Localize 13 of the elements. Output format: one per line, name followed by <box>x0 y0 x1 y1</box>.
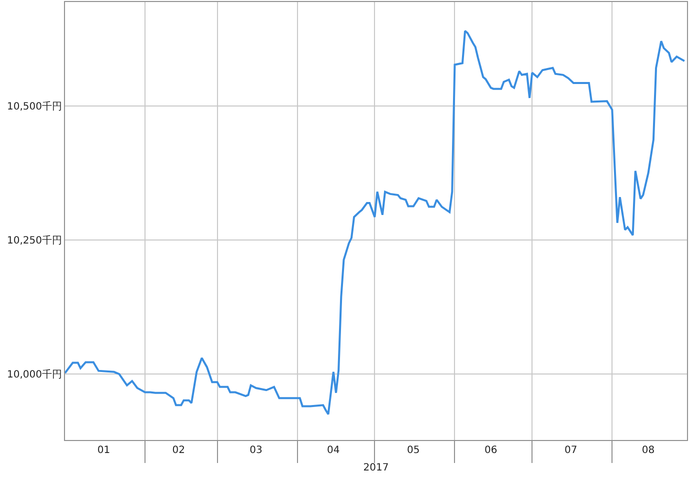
y-tick-label: 10,500千円 <box>7 100 62 112</box>
x-axis-title: 2017 <box>363 462 389 474</box>
y-tick-label: 10,250千円 <box>7 234 62 247</box>
line-series <box>65 30 686 416</box>
x-tick-label: 05 <box>407 445 420 456</box>
x-tick-label: 04 <box>327 445 340 456</box>
x-tick-label: 08 <box>642 445 655 456</box>
x-tick-label: 03 <box>250 445 262 456</box>
y-tick-label: 10,000千円 <box>7 368 62 381</box>
x-tick-label: 06 <box>484 445 498 456</box>
x-tick-label: 02 <box>172 445 185 456</box>
x-tick-label: 01 <box>97 445 110 456</box>
x-tick-label: 07 <box>564 445 578 456</box>
